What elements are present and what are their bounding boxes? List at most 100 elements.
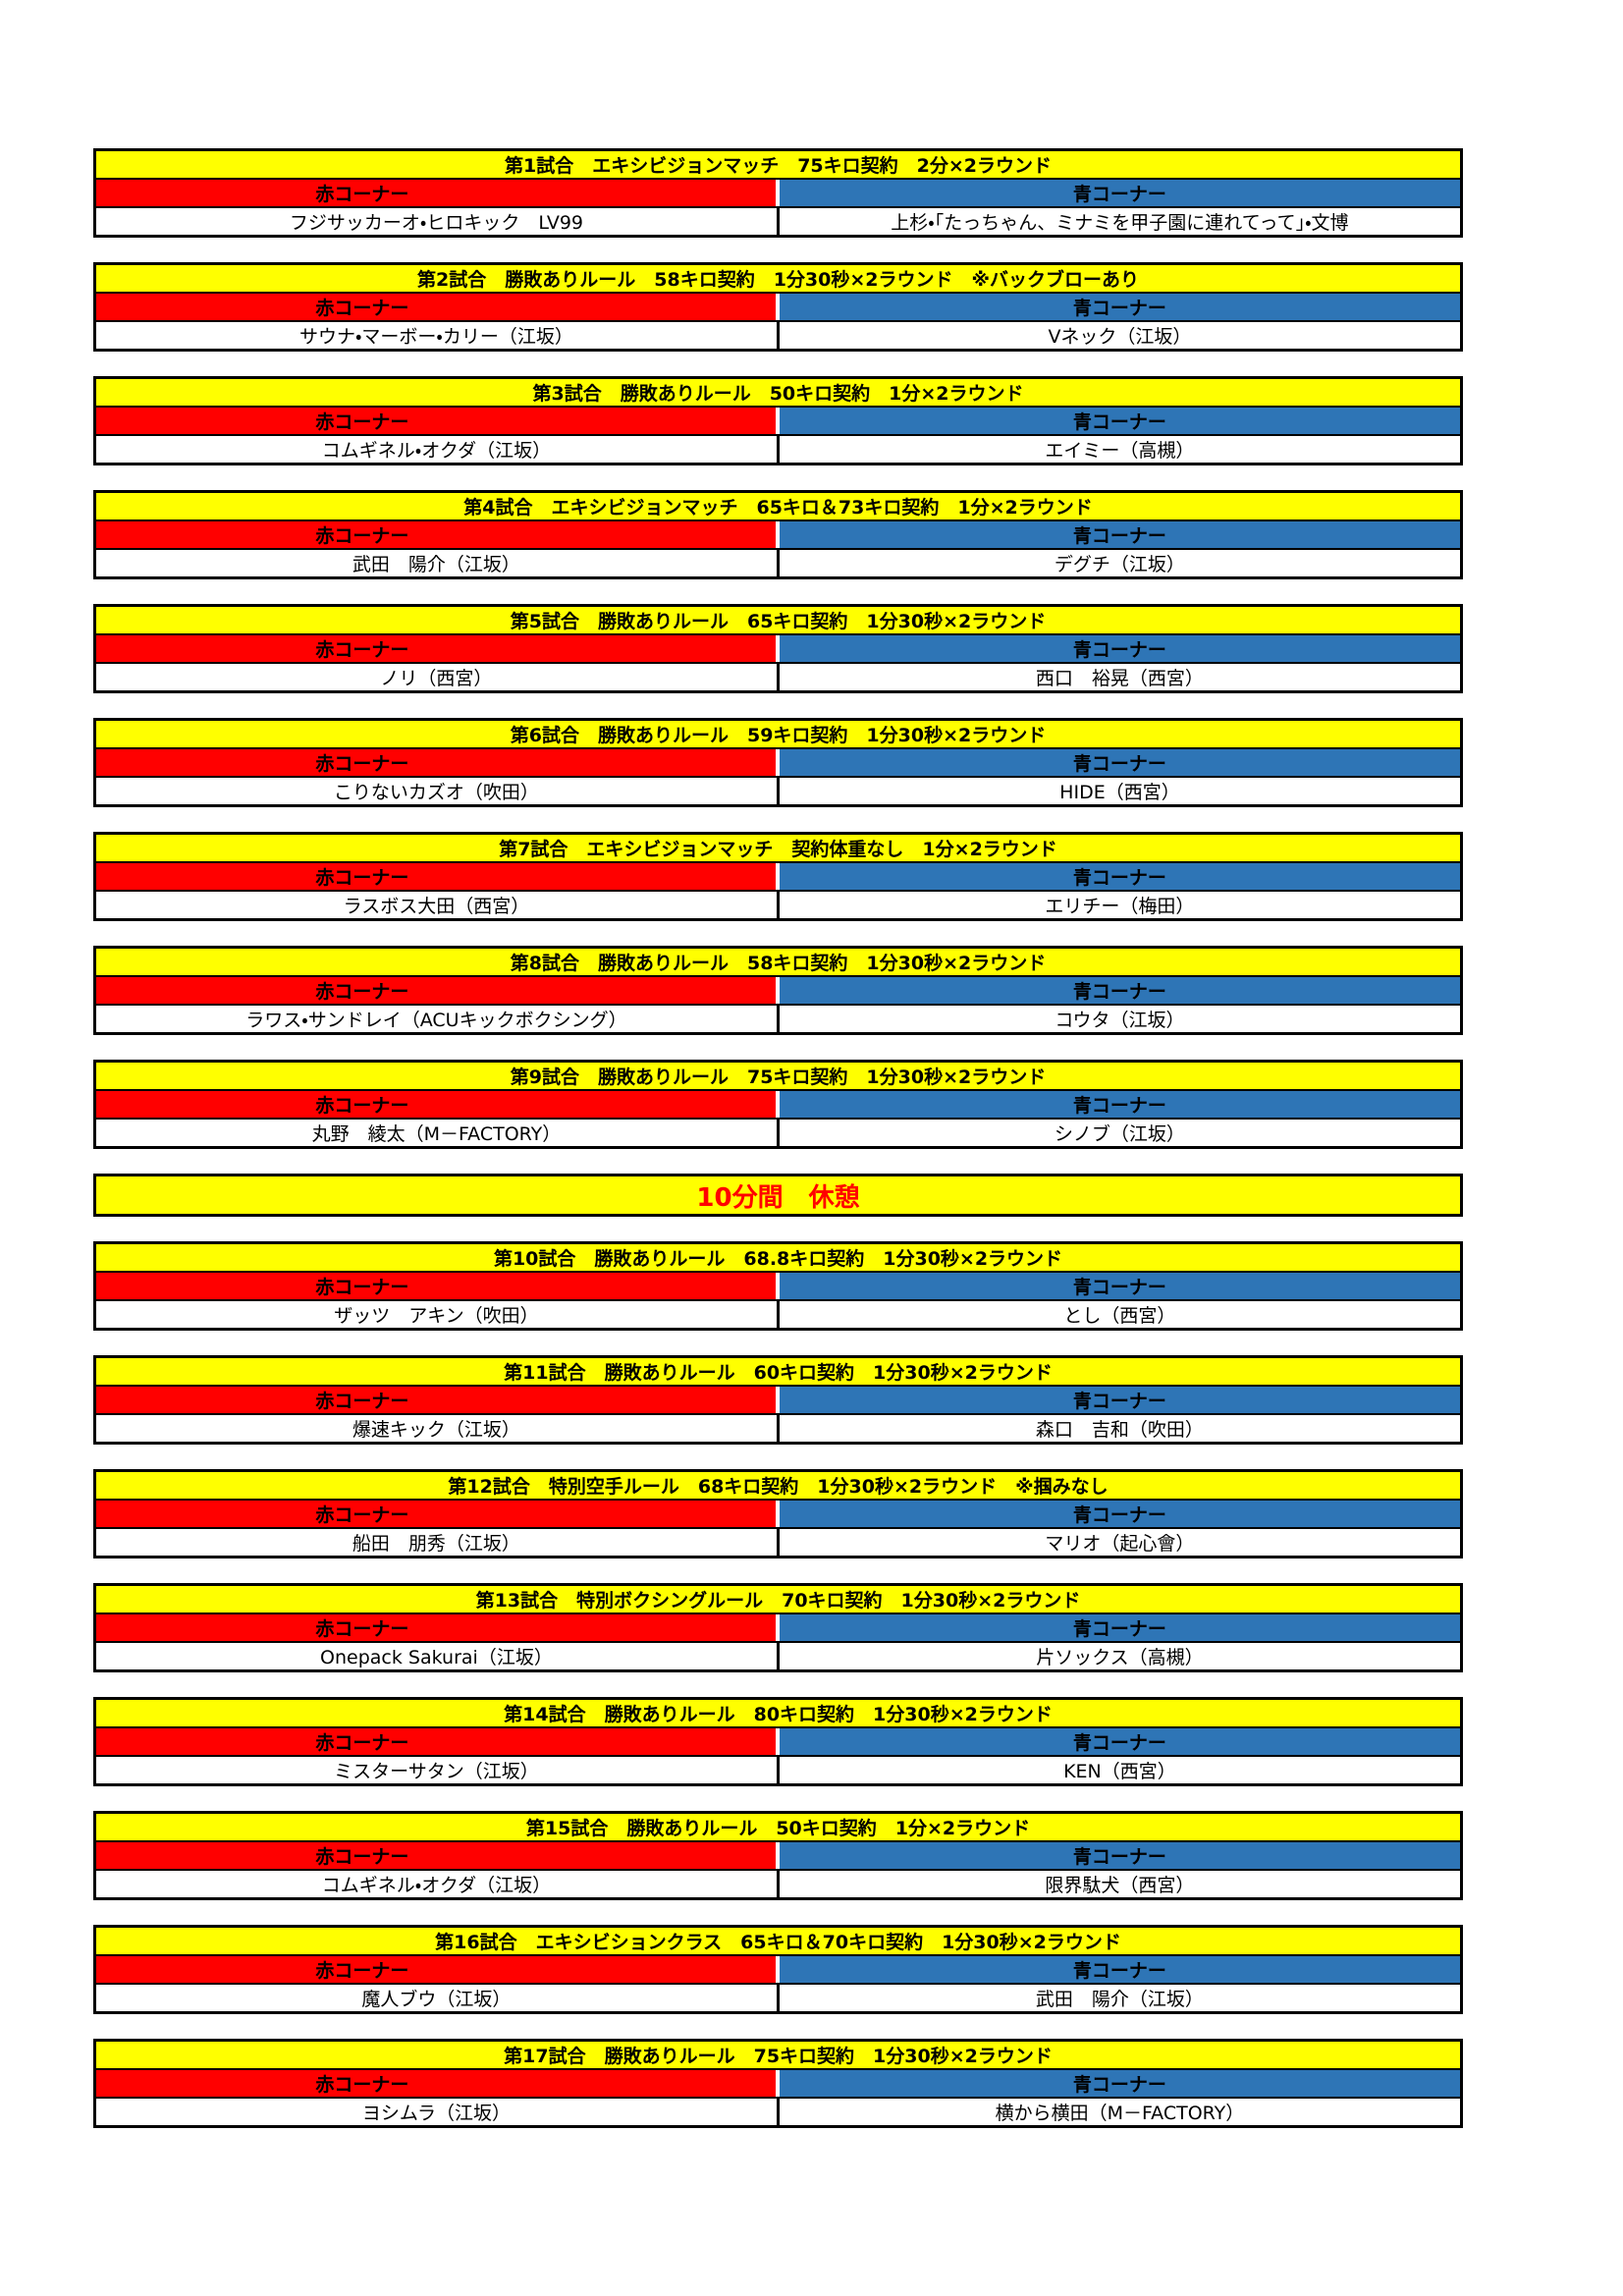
- fighter-row: ヨシムラ（江坂） 横から横田（M－FACTORY）: [96, 2099, 1460, 2125]
- fighter-row: コムギネル・オクダ（江坂） エイミー（高槻）: [96, 436, 1460, 463]
- match-block: 第15試合 勝敗ありルール 50キロ契約 1分×2ラウンド 赤コーナー 青コーナ…: [93, 1811, 1463, 1900]
- red-corner-header: 赤コーナー: [96, 1091, 780, 1118]
- match-block: 第7試合 エキシビジョンマッチ 契約体重なし 1分×2ラウンド 赤コーナー 青コ…: [93, 832, 1463, 921]
- red-corner-header: 赤コーナー: [96, 1956, 780, 1983]
- fighter-row: 船田 朋秀（江坂） マリオ（起心會）: [96, 1529, 1460, 1556]
- red-fighter-name: ミスターサタン（江坂）: [96, 1757, 780, 1783]
- red-corner-header: 赤コーナー: [96, 2070, 780, 2097]
- match-title: 第8試合 勝敗ありルール 58キロ契約 1分30秒×2ラウンド: [96, 949, 1460, 977]
- match-block: 第16試合 エキシビションクラス 65キロ＆70キロ契約 1分30秒×2ラウンド…: [93, 1925, 1463, 2014]
- blue-corner-header: 青コーナー: [779, 2070, 1460, 2097]
- blue-corner-header: 青コーナー: [779, 1273, 1460, 1299]
- red-fighter-name: 爆速キック（江坂）: [96, 1415, 780, 1442]
- corner-header-row: 赤コーナー 青コーナー: [96, 635, 1460, 664]
- match-title: 第17試合 勝敗ありルール 75キロ契約 1分30秒×2ラウンド: [96, 2042, 1460, 2070]
- fighter-row: ザッツ アキン（吹田） とし（西宮）: [96, 1301, 1460, 1328]
- fighter-row: 魔人ブウ（江坂） 武田 陽介（江坂）: [96, 1985, 1460, 2011]
- red-fighter-name: フジサッカーオ・ヒロキック LV99: [96, 208, 780, 235]
- fighter-row: ラスボス大田（西宮） エリチー（梅田）: [96, 892, 1460, 918]
- match-title: 第14試合 勝敗ありルール 80キロ契約 1分30秒×2ラウンド: [96, 1700, 1460, 1728]
- corner-header-row: 赤コーナー 青コーナー: [96, 1842, 1460, 1871]
- match-block: 第11試合 勝敗ありルール 60キロ契約 1分30秒×2ラウンド 赤コーナー 青…: [93, 1355, 1463, 1445]
- fighter-row: 丸野 綾太（M－FACTORY） シノブ（江坂）: [96, 1120, 1460, 1146]
- match-title: 第6試合 勝敗ありルール 59キロ契約 1分30秒×2ラウンド: [96, 721, 1460, 749]
- red-fighter-name: 魔人ブウ（江坂）: [96, 1985, 780, 2011]
- red-corner-header: 赤コーナー: [96, 863, 780, 890]
- fighter-row: 爆速キック（江坂） 森口 吉和（吹田）: [96, 1415, 1460, 1442]
- red-corner-header: 赤コーナー: [96, 1728, 780, 1755]
- match-block: 第14試合 勝敗ありルール 80キロ契約 1分30秒×2ラウンド 赤コーナー 青…: [93, 1697, 1463, 1786]
- blue-corner-header: 青コーナー: [779, 1842, 1460, 1869]
- red-fighter-name: 船田 朋秀（江坂）: [96, 1529, 780, 1556]
- red-corner-header: 赤コーナー: [96, 180, 780, 206]
- red-fighter-name: こりないカズオ（吹田）: [96, 778, 780, 804]
- match-title: 第15試合 勝敗ありルール 50キロ契約 1分×2ラウンド: [96, 1814, 1460, 1842]
- blue-corner-header: 青コーナー: [779, 1501, 1460, 1527]
- blue-fighter-name: 西口 裕晃（西宮）: [1035, 668, 1204, 689]
- blue-fighter-name: 片ソックス（高槻）: [1036, 1647, 1204, 1668]
- corner-header-row: 赤コーナー 青コーナー: [96, 749, 1460, 778]
- corner-header-row: 赤コーナー 青コーナー: [96, 2070, 1460, 2099]
- blue-fighter-name: 横から横田（M－FACTORY）: [995, 2103, 1245, 2124]
- fighter-row: ミスターサタン（江坂） KEN（西宮）: [96, 1757, 1460, 1783]
- match-block: 第12試合 特別空手ルール 68キロ契約 1分30秒×2ラウンド ※掴みなし 赤…: [93, 1469, 1463, 1558]
- break-banner: 10分間 休憩: [93, 1174, 1463, 1217]
- match-block: 第3試合 勝敗ありルール 50キロ契約 1分×2ラウンド 赤コーナー 青コーナー…: [93, 376, 1463, 465]
- blue-corner-header: 青コーナー: [779, 521, 1460, 548]
- red-corner-header: 赤コーナー: [96, 749, 780, 776]
- red-corner-header: 赤コーナー: [96, 1273, 780, 1299]
- red-corner-header: 赤コーナー: [96, 1387, 780, 1413]
- red-corner-header: 赤コーナー: [96, 408, 780, 434]
- red-fighter-name: ラワス・サンドレイ（ACUキックボクシング）: [96, 1006, 780, 1032]
- corner-header-row: 赤コーナー 青コーナー: [96, 1956, 1460, 1985]
- match-title: 第10試合 勝敗ありルール 68.8キロ契約 1分30秒×2ラウンド: [96, 1244, 1460, 1273]
- red-fighter-name: ラスボス大田（西宮）: [96, 892, 780, 918]
- corner-header-row: 赤コーナー 青コーナー: [96, 408, 1460, 436]
- match-title: 第3試合 勝敗ありルール 50キロ契約 1分×2ラウンド: [96, 379, 1460, 408]
- corner-header-row: 赤コーナー 青コーナー: [96, 521, 1460, 550]
- corner-header-row: 赤コーナー 青コーナー: [96, 180, 1460, 208]
- blue-corner-header: 青コーナー: [779, 408, 1460, 434]
- match-title: 第7試合 エキシビジョンマッチ 契約体重なし 1分×2ラウンド: [96, 835, 1460, 863]
- red-corner-header: 赤コーナー: [96, 977, 780, 1004]
- match-block: 第4試合 エキシビジョンマッチ 65キロ＆73キロ契約 1分×2ラウンド 赤コー…: [93, 490, 1463, 579]
- match-block: 第5試合 勝敗ありルール 65キロ契約 1分30秒×2ラウンド 赤コーナー 青コ…: [93, 604, 1463, 693]
- blue-fighter-name: とし（西宮）: [1063, 1305, 1176, 1327]
- match-block: 第2試合 勝敗ありルール 58キロ契約 1分30秒×2ラウンド ※バックブローあ…: [93, 262, 1463, 352]
- fighter-row: Onepack Sakurai（江坂） 片ソックス（高槻）: [96, 1643, 1460, 1669]
- match-title: 第9試合 勝敗ありルール 75キロ契約 1分30秒×2ラウンド: [96, 1063, 1460, 1091]
- red-fighter-name: コムギネル・オクダ（江坂）: [96, 1871, 780, 1897]
- corner-header-row: 赤コーナー 青コーナー: [96, 977, 1460, 1006]
- blue-fighter-name: コウタ（江坂）: [1055, 1010, 1185, 1031]
- match-block: 第1試合 エキシビジョンマッチ 75キロ契約 2分×2ラウンド 赤コーナー 青コ…: [93, 148, 1463, 238]
- red-corner-header: 赤コーナー: [96, 1614, 780, 1641]
- blue-corner-header: 青コーナー: [779, 294, 1460, 320]
- blue-fighter-name: 上杉・「たっちゃん、ミナミを甲子園に連れてって」・文博: [891, 212, 1349, 234]
- blue-corner-header: 青コーナー: [779, 1387, 1460, 1413]
- match-title: 第16試合 エキシビションクラス 65キロ＆70キロ契約 1分30秒×2ラウンド: [96, 1928, 1460, 1956]
- fighter-row: 武田 陽介（江坂） デグチ（江坂）: [96, 550, 1460, 576]
- match-title: 第4試合 エキシビジョンマッチ 65キロ＆73キロ契約 1分×2ラウンド: [96, 493, 1460, 521]
- fighter-row: フジサッカーオ・ヒロキック LV99 上杉・「たっちゃん、ミナミを甲子園に連れて…: [96, 208, 1460, 235]
- blue-fighter-name: エイミー（高槻）: [1045, 440, 1195, 462]
- red-corner-header: 赤コーナー: [96, 521, 780, 548]
- corner-header-row: 赤コーナー 青コーナー: [96, 294, 1460, 322]
- blue-corner-header: 青コーナー: [779, 1091, 1460, 1118]
- blue-fighter-name: エリチー（梅田）: [1045, 896, 1195, 917]
- blue-fighter-name: HIDE（西宮）: [1059, 782, 1180, 803]
- blue-fighter-name: Vネック（江坂）: [1048, 326, 1192, 348]
- blue-fighter-name: マリオ（起心會）: [1045, 1533, 1195, 1555]
- blue-fighter-name: KEN（西宮）: [1063, 1761, 1176, 1782]
- corner-header-row: 赤コーナー 青コーナー: [96, 1091, 1460, 1120]
- blue-corner-header: 青コーナー: [779, 863, 1460, 890]
- match-title: 第11試合 勝敗ありルール 60キロ契約 1分30秒×2ラウンド: [96, 1358, 1460, 1387]
- red-fighter-name: ザッツ アキン（吹田）: [96, 1301, 780, 1328]
- fighter-row: コムギネル・オクダ（江坂） 限界駄犬（西宮）: [96, 1871, 1460, 1897]
- red-corner-header: 赤コーナー: [96, 1842, 780, 1869]
- match-block: 第13試合 特別ボクシングルール 70キロ契約 1分30秒×2ラウンド 赤コーナ…: [93, 1583, 1463, 1672]
- red-fighter-name: コムギネル・オクダ（江坂）: [96, 436, 780, 463]
- match-title: 第12試合 特別空手ルール 68キロ契約 1分30秒×2ラウンド ※掴みなし: [96, 1472, 1460, 1501]
- red-fighter-name: 武田 陽介（江坂）: [96, 550, 780, 576]
- match-block: 第10試合 勝敗ありルール 68.8キロ契約 1分30秒×2ラウンド 赤コーナー…: [93, 1241, 1463, 1331]
